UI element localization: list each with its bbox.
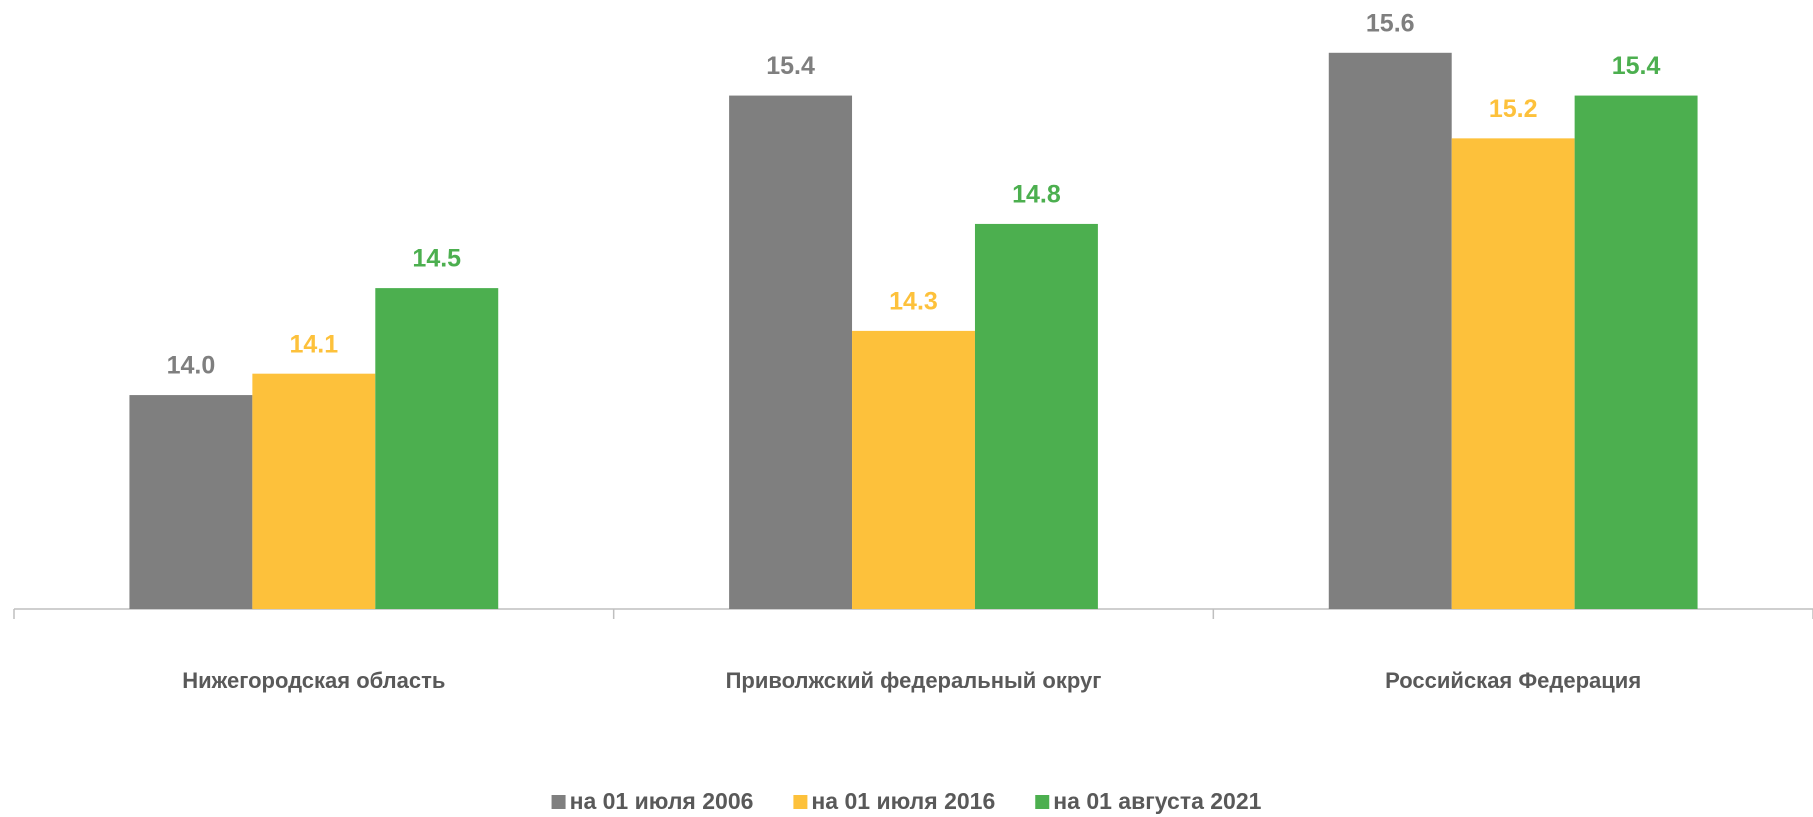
legend-swatch xyxy=(793,795,808,809)
value-label: 14.1 xyxy=(289,330,338,358)
bar xyxy=(1574,95,1698,610)
bar xyxy=(375,288,499,609)
bar xyxy=(852,330,975,609)
bar xyxy=(729,95,853,610)
x-tick-label: Российская Федерация xyxy=(1385,668,1641,693)
x-tick-label: Приволжский федеральный округ xyxy=(726,668,1102,693)
legend-label: на 01 июля 2016 xyxy=(811,788,995,814)
value-label: 14.3 xyxy=(889,288,938,316)
bar xyxy=(1451,138,1575,609)
value-label: 14.5 xyxy=(412,245,461,273)
legend-label: на 01 июля 2006 xyxy=(570,788,754,814)
value-label: 15.4 xyxy=(1612,52,1661,80)
legend-label: на 01 августа 2021 xyxy=(1053,788,1261,814)
x-tick-label: Нижегородская область xyxy=(182,668,445,693)
value-label: 15.2 xyxy=(1489,95,1538,123)
bar xyxy=(252,373,376,609)
legend-swatch xyxy=(551,795,566,809)
bar xyxy=(1328,52,1452,610)
value-label: 15.4 xyxy=(766,52,815,80)
value-label: 14.0 xyxy=(167,352,216,380)
bar xyxy=(129,395,253,609)
value-label: 15.6 xyxy=(1366,9,1415,37)
bar xyxy=(974,223,1098,609)
value-label: 14.8 xyxy=(1012,181,1061,209)
legend-swatch xyxy=(1035,795,1050,809)
